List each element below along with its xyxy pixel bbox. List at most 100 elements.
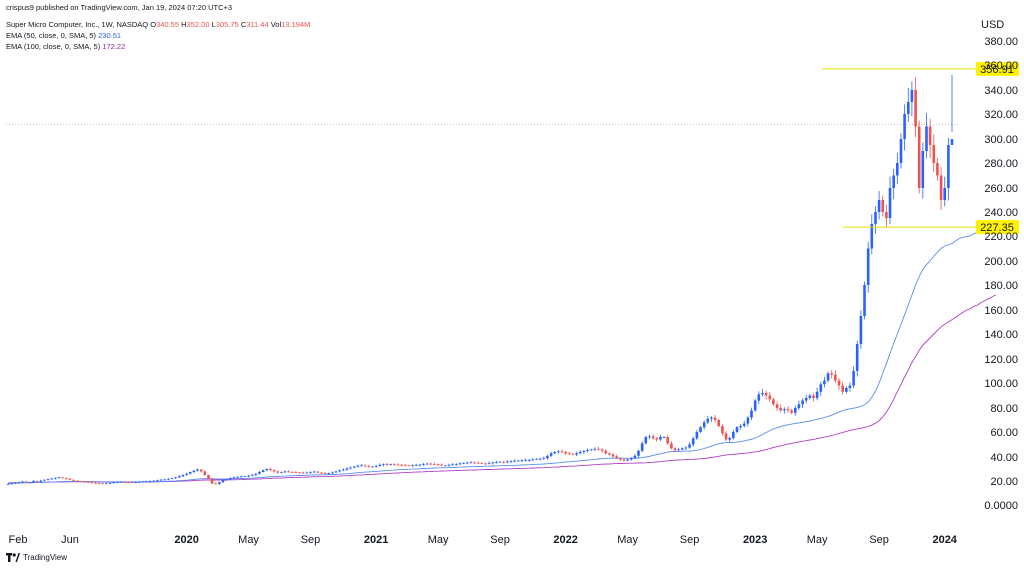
candle-body [732,432,735,438]
candle [655,436,659,442]
price-axis: USD 0.0000 20.00 40.00 60.00 80.00 100.00 120.0… [981,19,1018,512]
candle [65,477,68,480]
candle [382,463,385,467]
candle-body [178,476,181,478]
candle [546,454,549,460]
candle [188,471,192,475]
candle [76,480,79,482]
candle-body [699,427,702,432]
candle [385,462,389,466]
candle-body [710,417,713,419]
candle-body [258,472,261,474]
candle-body [345,468,349,470]
candle-body [21,481,24,483]
candle-body [644,437,648,444]
candle [630,457,633,461]
candle-body [294,472,298,473]
candle-body [797,404,801,409]
candle [553,451,556,455]
ema50-legend[interactable]: EMA (50, close, 0, SMA, 5) 230.51 [6,31,122,40]
level-price-box [976,220,1019,235]
horizontal-levels: 356.91 227.35 [822,61,1019,235]
candle-body [480,463,484,464]
candle-body [713,417,717,420]
candle [881,195,884,217]
candle [243,475,247,477]
candle-body [783,409,786,411]
candle-body [465,462,469,464]
ema100-legend[interactable]: EMA (100, close, 0, SMA, 5) 172.22 [6,42,126,51]
candle [130,481,134,484]
candle-body [400,464,403,466]
candle [826,371,830,383]
candle-body [269,469,272,471]
candle-body [812,395,815,398]
candle [418,463,422,467]
candle-body [250,475,254,476]
candle [560,449,564,454]
candle [619,457,622,462]
candle [112,481,115,484]
candle [852,366,855,389]
candle-body [210,478,214,484]
candle-body [320,472,323,474]
candle-body [779,408,782,411]
candle [495,460,498,464]
candle-body [207,475,210,479]
candle-body [407,465,411,467]
candle [848,382,852,392]
candle-body [549,453,553,456]
symbol-legend[interactable]: Super Micro Computer, Inc., 1W, NASDAQ O… [6,20,311,29]
candle-body [469,462,473,464]
candle [447,463,451,467]
candle [739,424,742,430]
candle-body [83,481,86,483]
candle-body [717,420,720,426]
candle [480,462,484,465]
candle [10,482,13,485]
candle [327,472,330,475]
candle-body [513,460,516,462]
candle [753,398,757,412]
candle-body [130,482,134,483]
candle-body [899,139,903,163]
candle-body [414,465,418,466]
candle [221,479,225,483]
candle-body [134,482,137,484]
candle [185,472,188,476]
candle [323,472,327,475]
tradingview-footer[interactable]: TradingView [6,553,67,562]
candle-body [517,460,520,462]
candle [54,477,57,480]
candle [451,463,454,466]
candle-body [396,464,400,466]
candle [794,405,797,416]
candle [50,477,53,480]
candle [535,458,538,461]
candle [163,478,166,481]
candle-body [896,163,899,176]
candle [812,392,815,402]
candle [742,420,746,428]
candle [35,480,39,483]
candle-body [546,455,549,459]
candle [287,470,290,473]
candle-body [32,481,35,483]
candle [608,452,611,456]
y-tick-label: 80.00 [990,403,1018,415]
candle-body [240,476,243,478]
candle [517,459,520,462]
candle-body [611,454,615,457]
candle-body [575,453,578,455]
candle-body [950,139,954,145]
ema50-path [7,222,1007,484]
candle [823,376,826,388]
candle-body [619,458,622,460]
candle-body [702,422,706,428]
candle-body [418,464,422,466]
candle-body [557,451,560,453]
candle [24,481,28,483]
candle-body [145,481,148,482]
candle-body [221,480,225,483]
